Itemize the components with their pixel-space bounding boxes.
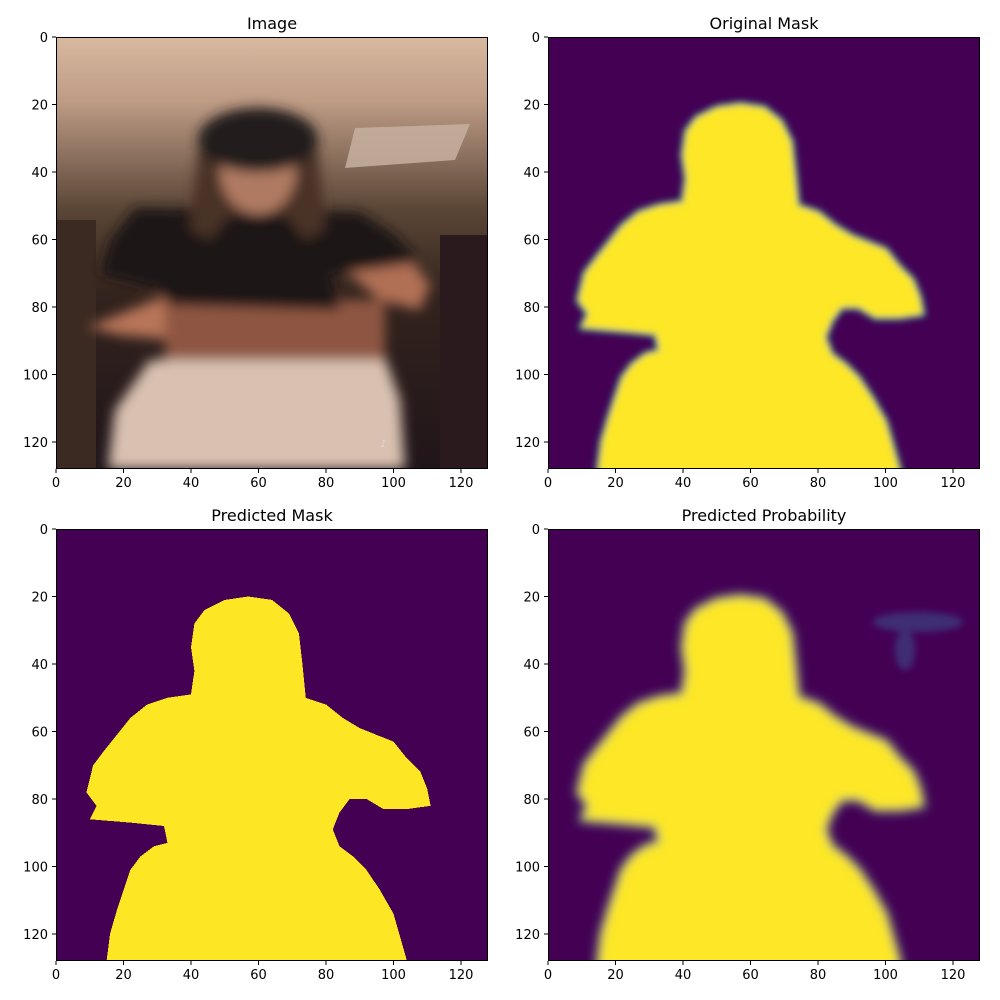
- y-tick-label: 20: [31, 591, 48, 606]
- x-tick-label: 60: [742, 476, 759, 491]
- y-axis: 0 20 40 60 80 100 120: [23, 523, 56, 943]
- y-tick-label: 0: [40, 31, 48, 46]
- y-tick-label: 80: [31, 793, 48, 808]
- x-tick-label: 20: [115, 968, 132, 983]
- y-tick-label: 20: [523, 591, 540, 606]
- y-tick-label: 100: [515, 861, 540, 876]
- axes-frame: [56, 37, 488, 469]
- x-tick-label: 100: [381, 476, 406, 491]
- x-tick-label: 20: [607, 968, 624, 983]
- y-tick-label: 0: [532, 31, 540, 46]
- x-tick-label: 100: [873, 968, 898, 983]
- x-tick-label: 20: [607, 476, 624, 491]
- y-tick-label: 20: [31, 99, 48, 114]
- x-tick-label: 80: [810, 476, 827, 491]
- y-tick-label: 40: [31, 166, 48, 181]
- y-tick-label: 80: [523, 301, 540, 316]
- x-tick-label: 120: [941, 968, 966, 983]
- y-tick-label: 120: [515, 928, 540, 943]
- y-tick-label: 100: [515, 369, 540, 384]
- y-tick-label: 80: [31, 301, 48, 316]
- x-tick-label: 0: [52, 476, 60, 491]
- x-tick-label: 20: [115, 476, 132, 491]
- y-tick-label: 40: [523, 166, 540, 181]
- x-tick-label: 40: [183, 968, 200, 983]
- panel-title: Original Mask: [710, 14, 820, 33]
- y-axis: 0 20 40 60 80 100 120: [515, 31, 548, 451]
- panel-predicted-probability: Predicted Probability 0 20 40 60 80 100 120 0 2…: [515, 506, 980, 983]
- y-tick-label: 120: [23, 436, 48, 451]
- axes-frame: [548, 529, 980, 961]
- y-tick-label: 0: [532, 523, 540, 538]
- photo-watermark: ♪: [380, 439, 386, 450]
- probability-silhouette: [578, 596, 923, 961]
- photo-door-left: [56, 220, 96, 469]
- x-tick-label: 120: [449, 476, 474, 491]
- y-tick-label: 120: [515, 436, 540, 451]
- y-tick-label: 100: [23, 861, 48, 876]
- y-tick-label: 120: [23, 928, 48, 943]
- x-tick-label: 80: [318, 476, 335, 491]
- x-axis: 0 20 40 60 80 100 120: [544, 961, 966, 983]
- photo-ceiling-fixture: [345, 124, 470, 168]
- x-tick-label: 60: [250, 968, 267, 983]
- x-tick-label: 0: [544, 476, 552, 491]
- y-axis: 0 20 40 60 80 100 120: [515, 523, 548, 943]
- x-tick-label: 60: [742, 968, 759, 983]
- photo-door-right: [440, 235, 488, 469]
- photo-person: [88, 108, 430, 469]
- x-tick-label: 40: [675, 968, 692, 983]
- y-tick-label: 40: [523, 658, 540, 673]
- y-tick-label: 60: [523, 234, 540, 249]
- axes-frame: [548, 37, 980, 469]
- panel-predicted-mask: Predicted Mask 0 20 40 60 80 100 120 0 20 40 60 80…: [23, 506, 488, 983]
- x-tick-label: 100: [381, 968, 406, 983]
- x-tick-label: 100: [873, 476, 898, 491]
- y-axis: 0 20 40 60 80 100 120: [23, 31, 56, 451]
- x-axis: 0 20 40 60 80 100 120: [52, 469, 474, 491]
- y-tick-label: 20: [523, 99, 540, 114]
- panel-title: Predicted Mask: [211, 506, 333, 525]
- y-tick-label: 100: [23, 369, 48, 384]
- y-tick-label: 60: [523, 726, 540, 741]
- x-tick-label: 60: [250, 476, 267, 491]
- mask-silhouette: [86, 596, 431, 961]
- panel-image: Image ♪: [23, 14, 488, 491]
- panel-title: Image: [247, 14, 297, 33]
- panel-original-mask: Original Mask 0 20 40 60 80 100 120 0 20 40 60 80 1…: [515, 14, 980, 491]
- x-axis: 0 20 40 60 80 100 120: [52, 961, 474, 983]
- y-tick-label: 0: [40, 523, 48, 538]
- y-tick-label: 40: [31, 658, 48, 673]
- x-tick-label: 0: [544, 968, 552, 983]
- x-axis: 0 20 40 60 80 100 120: [544, 469, 966, 491]
- x-tick-label: 40: [183, 476, 200, 491]
- y-tick-label: 80: [523, 793, 540, 808]
- y-tick-label: 60: [31, 726, 48, 741]
- x-tick-label: 120: [449, 968, 474, 983]
- x-tick-label: 0: [52, 968, 60, 983]
- x-tick-label: 40: [675, 476, 692, 491]
- x-tick-label: 80: [810, 968, 827, 983]
- probability-noise-blob: [873, 612, 963, 670]
- panel-title: Predicted Probability: [682, 506, 847, 525]
- x-tick-label: 80: [318, 968, 335, 983]
- axes-frame: [56, 529, 488, 961]
- x-tick-label: 120: [941, 476, 966, 491]
- y-tick-label: 60: [31, 234, 48, 249]
- mask-silhouette: [578, 104, 923, 469]
